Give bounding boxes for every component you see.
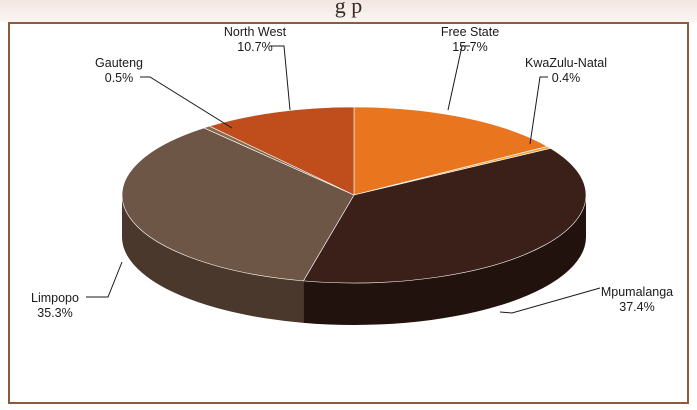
pie-slice-free-state xyxy=(353,106,549,196)
leader-line-free-state xyxy=(447,45,470,111)
pie-side-mpumalanga xyxy=(303,195,586,325)
pie-slice-limpopo xyxy=(121,127,355,282)
page-title: g p xyxy=(334,0,363,18)
leader-line-gauteng xyxy=(140,76,233,129)
slice-value-free-state: 15.7% xyxy=(452,40,487,54)
slice-label-gauteng: Gauteng xyxy=(95,56,143,70)
leader-line-mpumalanga xyxy=(499,287,601,314)
slice-value-north-west: 10.7% xyxy=(237,40,272,54)
pie-slice-north-west xyxy=(208,106,355,196)
slice-label-kwazulu-natal: KwaZulu-Natal xyxy=(525,56,607,70)
slice-label-north-west: North West xyxy=(224,25,287,39)
pie-side-limpopo xyxy=(122,195,304,323)
slice-value-gauteng: 0.5% xyxy=(105,71,134,85)
slice-value-kwazulu-natal: 0.4% xyxy=(552,71,581,85)
leader-line-kwazulu-natal xyxy=(529,76,548,145)
slice-label-free-state: Free State xyxy=(441,25,499,39)
slice-label-limpopo: Limpopo xyxy=(31,291,79,305)
slice-value-mpumalanga: 37.4% xyxy=(619,300,654,314)
header-band: g p xyxy=(0,0,697,22)
slice-value-limpopo: 35.3% xyxy=(37,306,72,320)
pie-slice-mpumalanga xyxy=(302,147,587,284)
leader-line-north-west xyxy=(270,45,291,111)
slice-label-mpumalanga: Mpumalanga xyxy=(601,285,673,299)
leader-line-limpopo xyxy=(86,261,123,298)
